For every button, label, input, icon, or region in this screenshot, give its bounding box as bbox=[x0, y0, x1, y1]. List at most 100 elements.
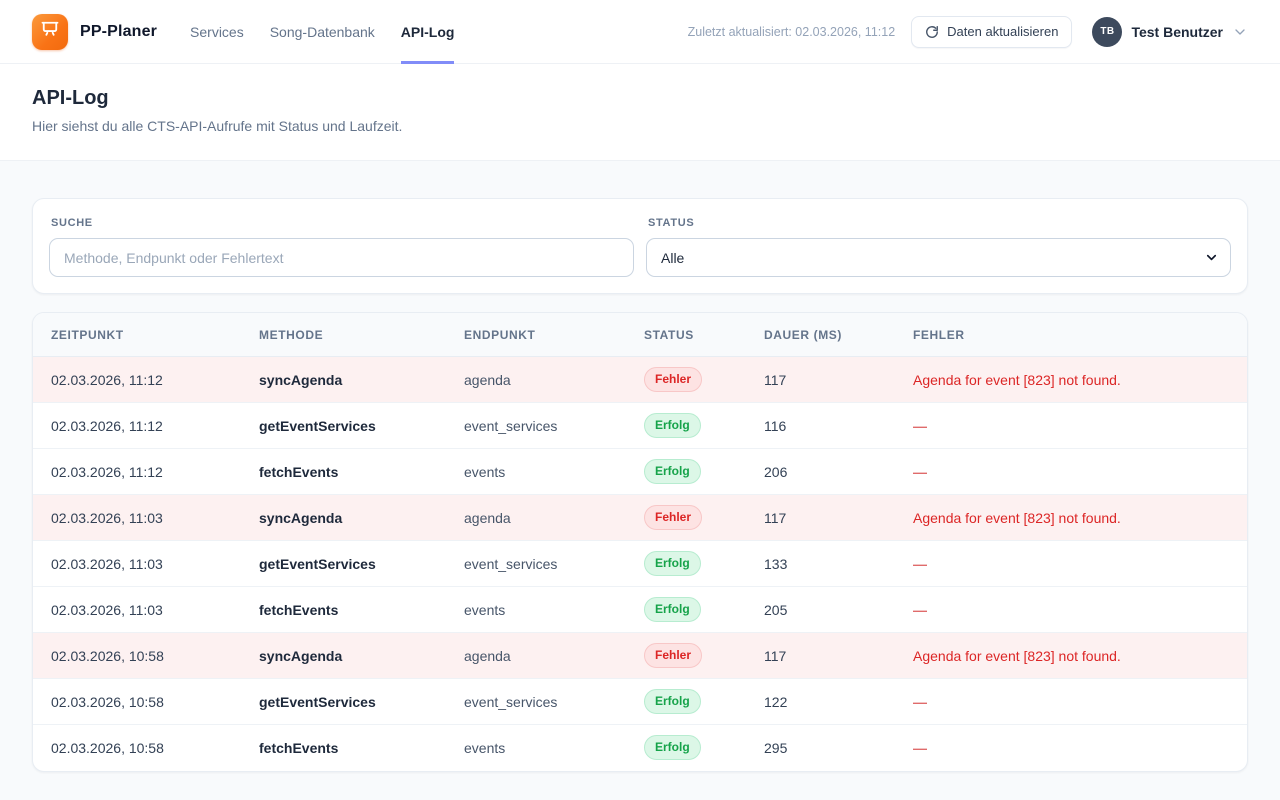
status-badge: Fehler bbox=[644, 505, 703, 530]
cell-method: syncAgenda bbox=[259, 647, 343, 664]
page-subtitle: Hier siehst du alle CTS-API-Aufrufe mit … bbox=[32, 118, 403, 134]
api-log-table: ZEITPUNKT METHODE ENDPUNKT STATUS DAUER … bbox=[33, 313, 1247, 771]
nav-item-song-datenbank[interactable]: Song-Datenbank bbox=[269, 23, 375, 40]
table-row: 02.03.2026, 11:12 fetchEvents events Erfolg… bbox=[33, 448, 1247, 495]
no-error-dash: — bbox=[913, 555, 927, 572]
cell-status: Fehler bbox=[626, 495, 746, 541]
cell-method: fetchEvents bbox=[259, 463, 339, 480]
column-header-endpunkt: ENDPUNKT bbox=[446, 313, 626, 357]
no-error-dash: — bbox=[913, 463, 927, 480]
refresh-button-label: Daten aktualisieren bbox=[947, 24, 1059, 39]
table-row: 02.03.2026, 11:03 fetchEvents events Erfolg… bbox=[33, 586, 1247, 633]
cell-timestamp: 02.03.2026, 10:58 bbox=[51, 739, 164, 756]
column-header-methode: METHODE bbox=[241, 313, 446, 357]
cell-endpoint: event_services bbox=[464, 417, 558, 434]
search-field-group: SUCHE bbox=[49, 215, 634, 277]
topbar-right: Zuletzt aktualisiert: 02.03.2026, 11:12 … bbox=[687, 15, 1248, 48]
cell-duration: 117 bbox=[764, 371, 787, 388]
status-field-group: STATUS Alle bbox=[646, 215, 1231, 277]
no-error-dash: — bbox=[913, 693, 927, 710]
cell-status: Erfolg bbox=[626, 725, 746, 771]
status-select-wrap: Alle bbox=[646, 238, 1231, 277]
cell-duration: 116 bbox=[764, 417, 787, 434]
column-header-dauer: DAUER (MS) bbox=[746, 313, 895, 357]
nav-item-api-log[interactable]: API-Log bbox=[400, 0, 455, 64]
status-badge: Fehler bbox=[644, 367, 703, 392]
table-row: 02.03.2026, 10:58 fetchEvents events Erfolg… bbox=[33, 724, 1247, 771]
column-header-zeitpunkt: ZEITPUNKT bbox=[33, 313, 241, 357]
search-label: SUCHE bbox=[51, 217, 93, 229]
column-header-fehler: FEHLER bbox=[895, 313, 1247, 357]
cell-timestamp: 02.03.2026, 11:12 bbox=[51, 463, 163, 480]
cell-duration: 133 bbox=[764, 555, 788, 572]
app-title: PP-Planer bbox=[80, 22, 158, 40]
cell-error: — bbox=[895, 541, 1247, 587]
nav-item-services[interactable]: Services bbox=[190, 23, 244, 40]
cell-endpoint: agenda bbox=[464, 509, 511, 526]
user-menu[interactable]: TB Test Benutzer bbox=[1092, 16, 1248, 47]
cell-method: syncAgenda bbox=[259, 371, 343, 388]
brand: PP-Planer bbox=[32, 13, 158, 50]
no-error-dash: — bbox=[913, 417, 927, 434]
cell-timestamp: 02.03.2026, 11:03 bbox=[51, 555, 163, 572]
content: SUCHE STATUS Alle bbox=[0, 161, 1280, 772]
cell-status: Fehler bbox=[626, 357, 746, 403]
cell-endpoint: events bbox=[464, 601, 506, 618]
status-badge: Erfolg bbox=[644, 413, 701, 438]
cell-status: Erfolg bbox=[626, 541, 746, 587]
cell-duration: 117 bbox=[764, 647, 787, 664]
cell-status: Erfolg bbox=[626, 403, 746, 449]
cell-duration: 117 bbox=[764, 509, 787, 526]
cell-duration: 205 bbox=[764, 601, 788, 618]
column-header-status: STATUS bbox=[626, 313, 746, 357]
cell-timestamp: 02.03.2026, 11:03 bbox=[51, 509, 163, 526]
status-badge: Erfolg bbox=[644, 689, 701, 714]
cell-timestamp: 02.03.2026, 11:03 bbox=[51, 601, 163, 618]
status-label: STATUS bbox=[648, 217, 695, 229]
cell-method: getEventServices bbox=[259, 555, 376, 572]
table-row: 02.03.2026, 11:12 syncAgenda agenda Fehler 1… bbox=[33, 356, 1247, 403]
app-logo bbox=[32, 13, 68, 50]
cell-error: — bbox=[895, 403, 1247, 449]
cell-endpoint: event_services bbox=[464, 555, 558, 572]
last-updated-text: Zuletzt aktualisiert: 02.03.2026, 11:12 bbox=[687, 24, 896, 39]
status-select[interactable]: Alle bbox=[646, 238, 1231, 277]
cell-method: fetchEvents bbox=[259, 739, 339, 756]
cell-method: getEventServices bbox=[259, 693, 376, 710]
status-badge: Fehler bbox=[644, 643, 703, 668]
status-badge: Erfolg bbox=[644, 735, 701, 761]
table-row: 02.03.2026, 11:03 getEventServices event_s… bbox=[33, 540, 1247, 587]
table-row: 02.03.2026, 11:03 syncAgenda agenda Fehler 1… bbox=[33, 494, 1247, 541]
cell-endpoint: agenda bbox=[464, 647, 511, 664]
cell-error: Agenda for event [823] not found. bbox=[913, 509, 1121, 526]
cell-timestamp: 02.03.2026, 11:12 bbox=[51, 417, 163, 434]
cell-endpoint: agenda bbox=[464, 371, 511, 388]
cell-error: — bbox=[895, 449, 1247, 495]
no-error-dash: — bbox=[913, 601, 927, 618]
search-input[interactable] bbox=[49, 238, 634, 277]
page-title: API-Log bbox=[32, 87, 109, 109]
api-log-table-card: ZEITPUNKT METHODE ENDPUNKT STATUS DAUER … bbox=[32, 312, 1248, 772]
filter-card: SUCHE STATUS Alle bbox=[32, 198, 1248, 294]
refresh-data-button[interactable]: Daten aktualisieren bbox=[911, 15, 1073, 48]
status-badge: Erfolg bbox=[644, 597, 701, 622]
cell-status: Erfolg bbox=[626, 587, 746, 633]
cell-duration: 122 bbox=[764, 693, 788, 710]
presentation-screen-icon bbox=[40, 19, 60, 44]
status-badge: Erfolg bbox=[644, 551, 701, 576]
cell-error: — bbox=[895, 725, 1247, 771]
cell-error: Agenda for event [823] not found. bbox=[913, 371, 1121, 388]
cell-method: fetchEvents bbox=[259, 601, 339, 618]
main-nav: Services Song-Datenbank API-Log bbox=[190, 0, 455, 64]
cell-error: — bbox=[895, 587, 1247, 633]
cell-timestamp: 02.03.2026, 10:58 bbox=[51, 647, 164, 664]
topbar: PP-Planer Services Song-Datenbank API-Lo… bbox=[0, 0, 1280, 64]
cell-endpoint: events bbox=[464, 739, 506, 756]
table-row: 02.03.2026, 10:58 syncAgenda agenda Fehler 1… bbox=[33, 632, 1247, 679]
cell-duration: 206 bbox=[764, 463, 788, 480]
cell-endpoint: event_services bbox=[464, 693, 558, 710]
cell-method: getEventServices bbox=[259, 417, 376, 434]
cell-endpoint: events bbox=[464, 463, 506, 480]
cell-timestamp: 02.03.2026, 11:12 bbox=[51, 371, 163, 388]
page-head: API-Log Hier siehst du alle CTS-API-Aufr… bbox=[0, 64, 1280, 161]
